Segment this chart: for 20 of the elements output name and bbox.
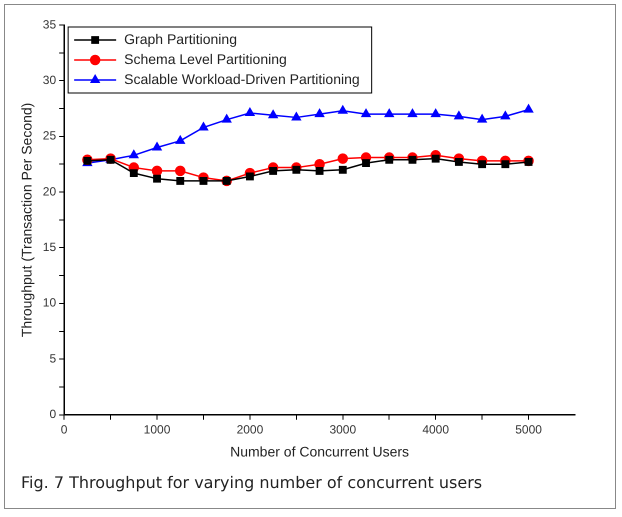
y-tick-label: 10 [42,296,56,310]
x-tick-label: 2000 [236,422,264,436]
x-tick-label: 3000 [329,422,356,436]
x-tick-label: 1000 [144,422,171,436]
y-tick-label: 25 [42,128,56,143]
legend-label: Schema Level Partitioning [124,50,287,67]
y-tick-label: 35 [42,17,56,32]
y-tick-label: 30 [42,73,56,87]
legend-label: Scalable Workload-Driven Partitioning [124,70,360,87]
caption: Fig. 7 Throughput for varying number of concurrent users [21,473,482,492]
y-tick-label: 15 [42,240,56,254]
y-axis-title: Throughput (Transaction Per Second) [18,102,34,338]
x-tick-label: 5000 [515,422,542,436]
y-tick-label: 0 [49,407,56,422]
y-tick-label: 20 [42,184,56,198]
legend-label: Graph Partitioning [124,30,237,47]
y-tick-label: 5 [49,351,56,366]
x-tick-label: 4000 [422,422,450,436]
x-axis-title: Number of Concurrent Users [230,443,410,460]
x-tick-label: 0 [60,422,68,436]
